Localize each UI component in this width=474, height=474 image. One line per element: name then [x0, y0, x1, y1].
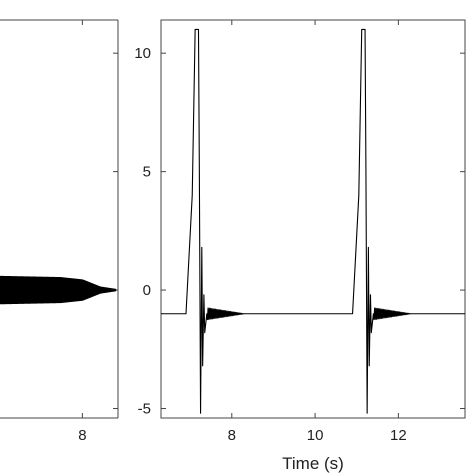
- left-panel: 8: [0, 19, 119, 444]
- right-x-axis-label: Time (s): [282, 454, 344, 473]
- right-y-tick-label: 10: [134, 45, 151, 62]
- right-axes-box: [160, 19, 466, 419]
- right-x-tick-label: 10: [307, 427, 324, 444]
- right-y-tick-label: 0: [143, 282, 151, 299]
- right-y-tick-label: -5: [138, 401, 151, 418]
- right-x-tick-label: 8: [228, 427, 236, 444]
- left-x-tick-label: 8: [78, 427, 86, 444]
- right-x-tick-label: 12: [390, 427, 407, 444]
- right-panel: 8 10 12 -5 0 5 10: [134, 19, 466, 444]
- right-y-tick-label: 5: [143, 164, 151, 181]
- left-series-line: [0, 275, 117, 305]
- right-series-line: [161, 28, 465, 414]
